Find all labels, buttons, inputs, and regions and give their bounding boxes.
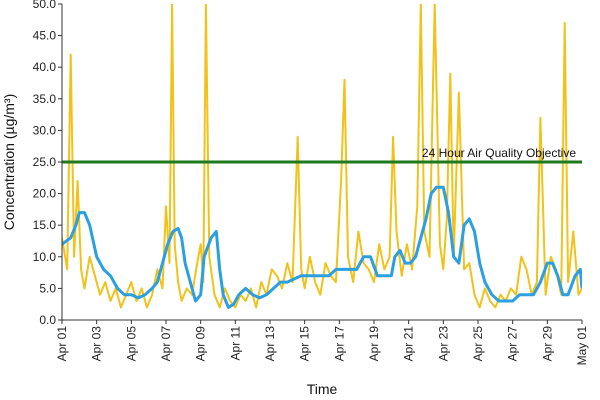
y-tick-label: 5.0: [39, 281, 56, 295]
series-layer: [62, 4, 582, 309]
x-tick-label: Apr 05: [124, 326, 138, 362]
x-tick-label: Apr 19: [367, 326, 381, 362]
x-tick-label: Apr 07: [159, 326, 173, 362]
x-tick-label: Apr 09: [194, 326, 208, 362]
rolling-average-series-line: [62, 185, 582, 309]
y-tick-label: 35.0: [33, 92, 57, 106]
y-tick-label: 40.0: [33, 60, 57, 74]
x-tick-label: Apr 13: [263, 326, 277, 362]
x-tick-label: Apr 29: [540, 326, 554, 362]
x-tick-label: Apr 15: [298, 326, 312, 362]
x-tick-label: Apr 11: [228, 326, 242, 361]
y-tick-label: 50.0: [33, 0, 57, 11]
y-tick-label: 15.0: [33, 218, 57, 232]
y-tick-label: 0.0: [39, 313, 56, 327]
x-tick-label: Apr 27: [506, 326, 520, 362]
x-axis-title: Time: [307, 381, 338, 397]
x-tick-label: Apr 03: [90, 326, 104, 362]
x-tick-label: Apr 23: [436, 326, 450, 362]
x-tick-label: May 01: [575, 326, 589, 366]
x-tick-label: Apr 17: [332, 326, 346, 362]
x-tick-label: Apr 25: [471, 326, 485, 362]
x-tick-label: Apr 21: [402, 326, 416, 362]
y-tick-label: 10.0: [33, 250, 57, 264]
x-tick-label: Apr 01: [55, 326, 69, 362]
x-ticks: Apr 01 Apr 03 Apr 05 Apr 07 Apr 09 Apr 11 Apr …: [55, 320, 589, 365]
y-ticks: 0.0 5.0 10.0 15.0 20.0 25.0 30.0 35.0 40.0 45.0 50…: [33, 0, 62, 327]
y-axis-title: Concentration (µg/m³): [1, 94, 17, 230]
y-tick-label: 25.0: [33, 155, 57, 169]
y-tick-label: 45.0: [33, 29, 57, 43]
objective-annotation: 24 Hour Air Quality Objective: [422, 146, 576, 160]
hourly-series-line: [62, 4, 582, 309]
y-tick-label: 20.0: [33, 187, 57, 201]
y-tick-label: 30.0: [33, 123, 57, 137]
